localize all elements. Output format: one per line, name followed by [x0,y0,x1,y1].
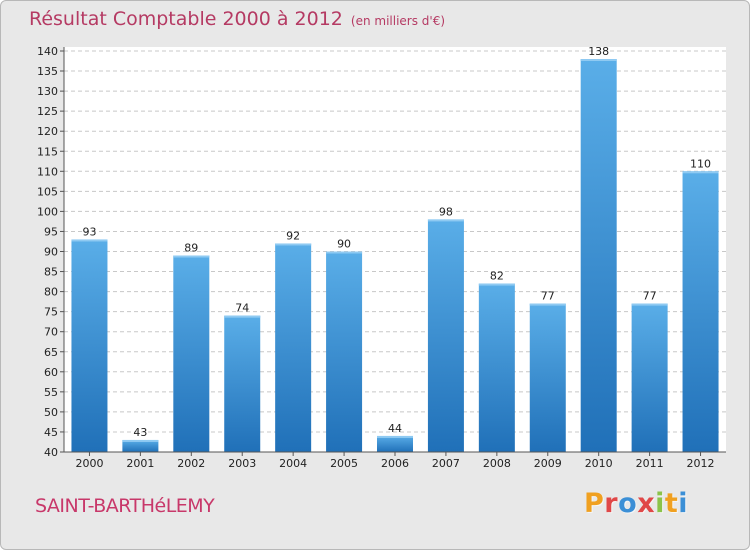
bar [377,435,413,452]
bar-highlight [224,315,261,318]
bar-highlight [529,303,566,306]
y-axis: 40 45 50 55 60 65 70 75 80 85 90 95 100 105 110 115 120 1… [37,45,65,459]
logo-letter: i [678,488,689,519]
bar [122,439,159,452]
bar [682,171,719,453]
plot-area [64,47,726,452]
y-tick-label: 45 [44,426,58,439]
data-label: 77 [541,290,555,303]
chart-title-text: Résultat Comptable 2000 à 2012 [29,8,343,30]
bar [173,255,210,452]
y-tick-label: 135 [37,65,58,78]
bars: 93 43 89 74 92 90 44 98 82 77 138 77 110 [71,45,719,453]
x-axis: 2000 2001 2002 2003 2004 2005 2006 2007 2008 2009… [64,451,726,470]
bar [427,219,464,452]
y-tick-label: 40 [44,446,58,459]
bar [529,303,566,452]
bar-highlight [173,255,210,258]
bar-highlight [122,439,159,442]
logo-letter: r [604,488,619,519]
chart-title: Résultat Comptable 2000 à 2012 (en millie… [29,8,445,30]
bar [71,239,108,452]
bar [580,59,617,453]
bar [478,283,515,452]
data-label: 110 [690,157,711,170]
logo-letter: o [618,488,638,519]
x-tick-label: 2012 [687,457,715,470]
y-tick-label: 55 [44,386,58,399]
bar-highlight [580,59,617,62]
y-tick-label: 50 [44,406,58,419]
data-label: 89 [184,242,198,255]
y-tick-label: 60 [44,366,58,379]
y-tick-label: 105 [37,185,58,198]
data-label: 77 [643,290,657,303]
y-tick-label: 80 [44,286,58,299]
commune-name: SAINT-BARTHéLEMY [35,495,215,517]
bar [224,315,261,452]
data-label: 138 [588,45,609,58]
y-tick-label: 85 [44,266,58,279]
x-tick-label: 2006 [381,457,409,470]
data-label: 90 [337,238,351,251]
bar [326,251,363,452]
y-tick-label: 95 [44,225,58,238]
logo-letter: i [655,488,665,519]
x-tick-label: 2011 [636,457,664,470]
x-tick-label: 2010 [585,457,613,470]
bar-highlight [631,303,668,306]
y-tick-label: 125 [37,105,58,118]
bar [631,303,668,452]
y-tick-label: 65 [44,346,58,359]
y-tick-label: 90 [44,246,58,259]
grid-lines [64,50,726,453]
bar-highlight [275,243,312,246]
y-tick-label: 110 [37,165,58,178]
x-tick-label: 2007 [432,457,460,470]
chart-subtitle: (en milliers d'€) [350,14,446,28]
x-tick-label: 2002 [177,457,205,470]
data-label: 93 [82,225,96,238]
bar [275,243,312,452]
bar-highlight [682,171,719,174]
bar-highlight [326,251,363,254]
logo-letter: P [584,488,605,519]
bar-highlight [377,435,413,438]
data-label: 44 [388,422,402,435]
y-tick-label: 120 [37,125,58,138]
y-tick-label: 140 [37,45,58,58]
data-label: 74 [235,302,249,315]
data-label: 92 [286,229,300,242]
x-tick-label: 2008 [483,457,511,470]
y-tick-label: 100 [37,205,58,218]
logo-letter: x [637,488,656,519]
logo-letter: t [664,488,679,519]
proxiti-logo: Proxiti [584,488,688,519]
data-label: 82 [490,270,504,283]
data-label: 98 [439,205,453,218]
x-tick-label: 2005 [330,457,358,470]
y-tick-label: 130 [37,85,58,98]
bar-highlight [427,219,464,222]
y-tick-label: 70 [44,326,58,339]
x-tick-label: 2004 [279,457,307,470]
y-tick-label: 75 [44,306,58,319]
y-tick-label: 115 [37,145,58,158]
x-tick-label: 2001 [126,457,154,470]
x-tick-label: 2003 [228,457,256,470]
x-tick-label: 2009 [534,457,562,470]
bar-highlight [478,283,515,286]
data-label: 43 [133,426,147,439]
bar-highlight [71,239,108,242]
x-tick-label: 2000 [75,457,103,470]
